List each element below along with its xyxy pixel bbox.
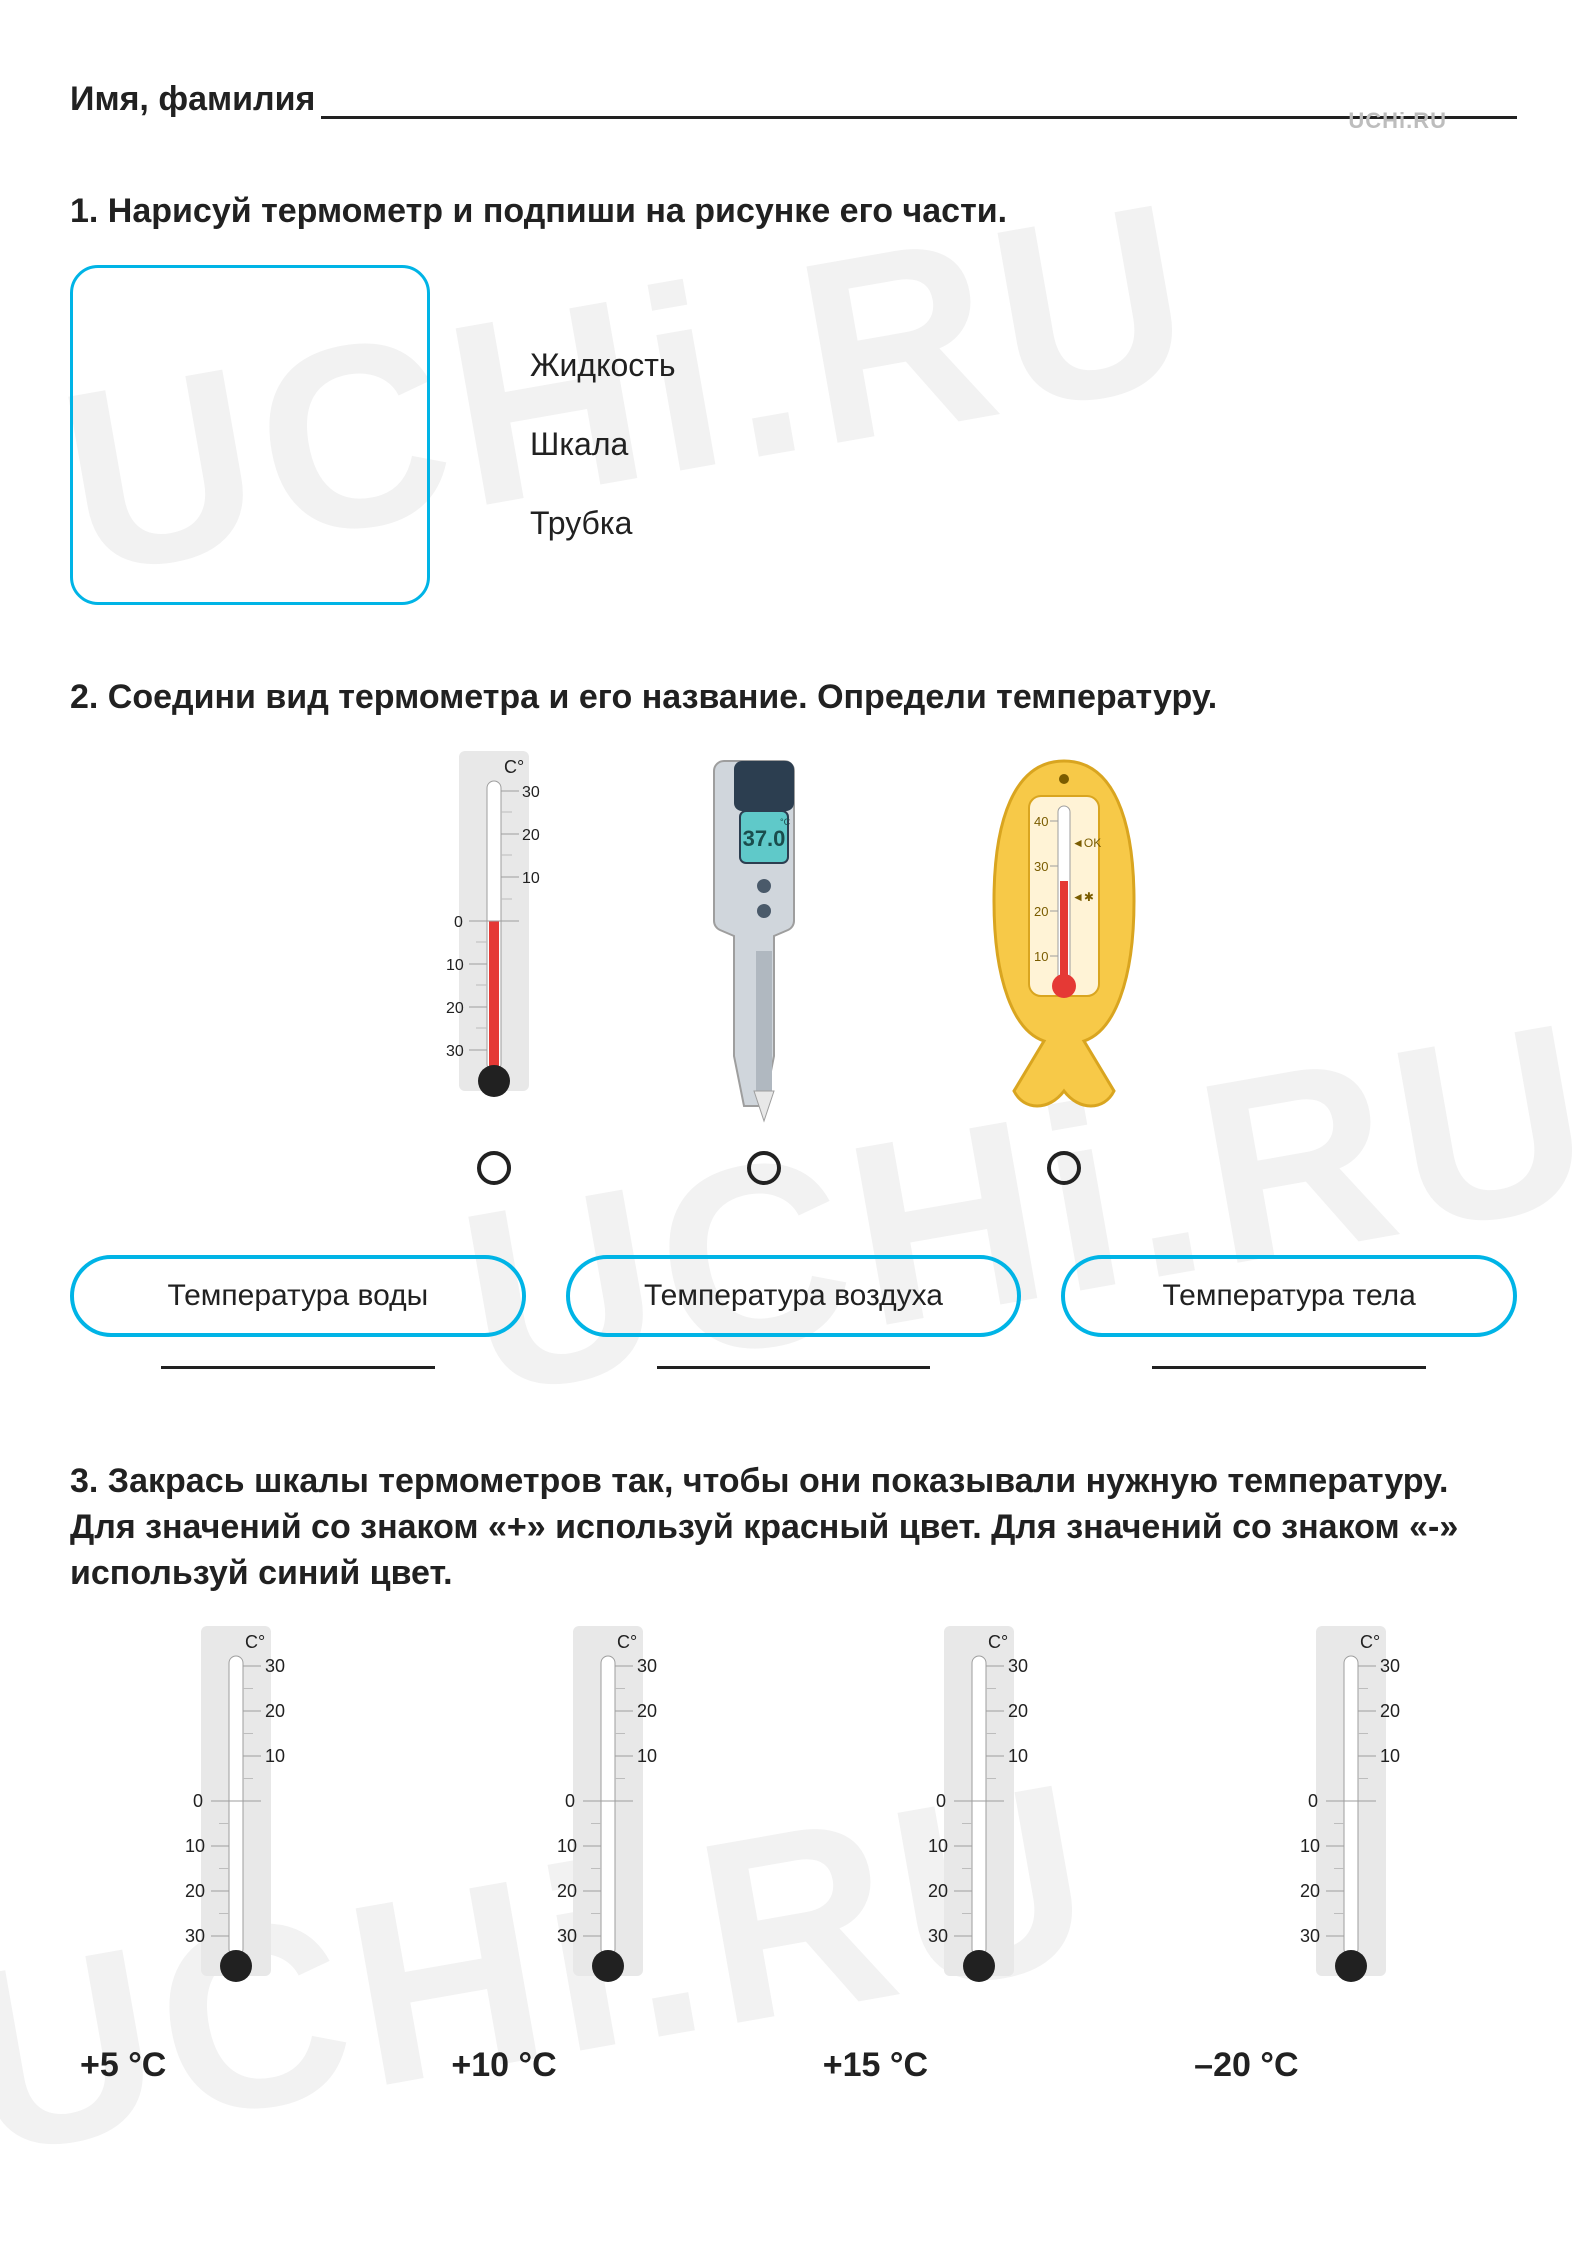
svg-text:20: 20 xyxy=(1300,1881,1320,1901)
digital-display: 37.0 xyxy=(742,826,785,851)
digital-thermometer: 37.0 °C xyxy=(704,751,824,1185)
svg-text:20: 20 xyxy=(928,1881,948,1901)
answer-line[interactable] xyxy=(70,1365,526,1369)
drawing-area[interactable] xyxy=(70,265,430,605)
svg-text:20: 20 xyxy=(265,1701,285,1721)
target-temp: –20 °C xyxy=(1194,2046,1298,2085)
svg-text:30: 30 xyxy=(265,1656,285,1676)
target-temp: +10 °C xyxy=(451,2046,556,2085)
svg-text:10: 10 xyxy=(637,1746,657,1766)
svg-text:20: 20 xyxy=(1380,1701,1400,1721)
svg-text:20: 20 xyxy=(1034,904,1048,919)
svg-text:C°: C° xyxy=(617,1632,637,1652)
svg-text:10: 10 xyxy=(185,1836,205,1856)
svg-text:30: 30 xyxy=(185,1926,205,1946)
svg-text:30: 30 xyxy=(1380,1656,1400,1676)
svg-text:0: 0 xyxy=(193,1791,203,1811)
svg-text:C°: C° xyxy=(988,1632,1008,1652)
svg-text:0: 0 xyxy=(565,1791,575,1811)
label-pill-row: Температура воды Температура воздуха Тем… xyxy=(70,1255,1517,1337)
svg-text:10: 10 xyxy=(1034,949,1048,964)
radio-option[interactable] xyxy=(477,1151,511,1185)
digital-unit: °C xyxy=(780,817,791,827)
target-temp: +15 °C xyxy=(823,2046,928,2085)
svg-text:30: 30 xyxy=(1034,859,1048,874)
parts-list: Жидкость Шкала Трубка xyxy=(530,305,676,584)
part-label: Трубка xyxy=(530,505,676,542)
name-underline[interactable] xyxy=(321,85,1517,119)
blank-thermometer[interactable]: C°3020100102030 +10 °C xyxy=(441,1626,774,2085)
svg-text:10: 10 xyxy=(928,1836,948,1856)
svg-text:0: 0 xyxy=(936,1791,946,1811)
svg-text:C°: C° xyxy=(1360,1632,1380,1652)
answer-line[interactable] xyxy=(1061,1365,1517,1369)
task2-heading: 2. Соедини вид термометра и его название… xyxy=(70,675,1517,721)
svg-text:30: 30 xyxy=(522,784,540,801)
blank-thermometer[interactable]: C°3020100102030 +5 °C xyxy=(70,1626,403,2085)
svg-text:20: 20 xyxy=(637,1701,657,1721)
name-label: Имя, фамилия xyxy=(70,80,315,119)
svg-text:10: 10 xyxy=(1300,1836,1320,1856)
snow-label: ◄✱ xyxy=(1072,890,1094,904)
svg-text:20: 20 xyxy=(1008,1701,1028,1721)
radio-option[interactable] xyxy=(1047,1151,1081,1185)
svg-text:10: 10 xyxy=(265,1746,285,1766)
label-pill[interactable]: Температура воды xyxy=(70,1255,526,1337)
radio-option[interactable] xyxy=(747,1151,781,1185)
svg-text:20: 20 xyxy=(557,1881,577,1901)
svg-text:40: 40 xyxy=(1034,814,1048,829)
svg-text:0: 0 xyxy=(1308,1791,1318,1811)
svg-text:C°: C° xyxy=(245,1632,265,1652)
svg-text:30: 30 xyxy=(1300,1926,1320,1946)
svg-text:10: 10 xyxy=(522,870,540,887)
svg-text:30: 30 xyxy=(637,1656,657,1676)
label-pill[interactable]: Температура тела xyxy=(1061,1255,1517,1337)
task1-heading: 1. Нарисуй термометр и подпиши на рисунк… xyxy=(70,189,1517,235)
svg-text:10: 10 xyxy=(446,957,464,974)
answer-line[interactable] xyxy=(566,1365,1022,1369)
svg-text:10: 10 xyxy=(1380,1746,1400,1766)
svg-text:10: 10 xyxy=(1008,1746,1028,1766)
task3-heading: 3. Закрась шкалы термометров так, чтобы … xyxy=(70,1459,1517,1597)
brand-logo: UCHi.RU xyxy=(1348,108,1447,134)
svg-text:20: 20 xyxy=(185,1881,205,1901)
analog-thermometer: C° 30 20 10 0 10 20 30 xyxy=(424,751,564,1185)
target-temp: +5 °C xyxy=(80,2046,166,2085)
blank-thermometer[interactable]: C°3020100102030 –20 °C xyxy=(1184,1626,1517,2085)
svg-text:30: 30 xyxy=(928,1926,948,1946)
svg-text:20: 20 xyxy=(446,1000,464,1017)
svg-text:0: 0 xyxy=(454,914,463,931)
svg-text:30: 30 xyxy=(446,1043,464,1060)
name-field-row: Имя, фамилия xyxy=(70,80,1517,119)
bath-thermometer: 40 30 20 10 ◄OK ◄✱ xyxy=(964,751,1164,1185)
svg-text:10: 10 xyxy=(557,1836,577,1856)
part-label: Жидкость xyxy=(530,347,676,384)
unit-label: C° xyxy=(504,757,524,777)
label-pill[interactable]: Температура воздуха xyxy=(566,1255,1022,1337)
svg-text:30: 30 xyxy=(1008,1656,1028,1676)
blank-thermometer[interactable]: C°3020100102030 +15 °C xyxy=(813,1626,1146,2085)
part-label: Шкала xyxy=(530,426,676,463)
ok-label: ◄OK xyxy=(1072,836,1101,850)
svg-text:20: 20 xyxy=(522,827,540,844)
svg-text:30: 30 xyxy=(557,1926,577,1946)
